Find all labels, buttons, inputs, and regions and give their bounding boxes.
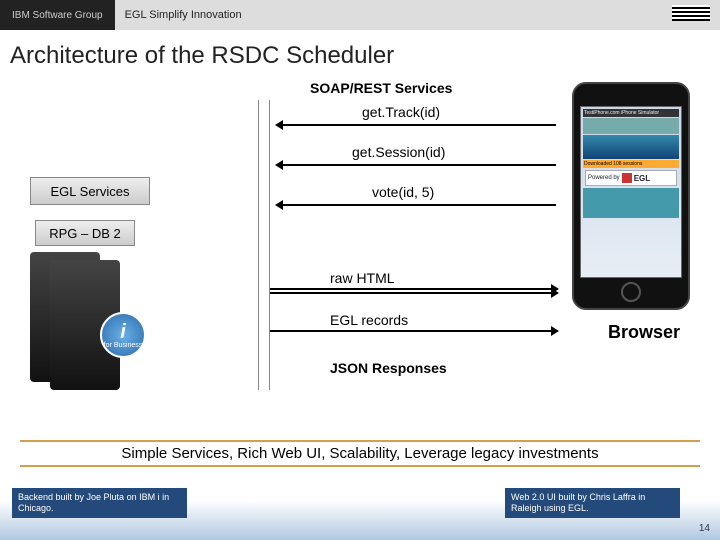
phone-icon: TestiPhone.com iPhone Simulator Download… (572, 82, 690, 310)
arrow-get-session (278, 164, 556, 166)
egl-logo-icon: Powered by EGL (585, 170, 677, 186)
call-vote: vote(id, 5) (372, 184, 434, 200)
architecture-diagram: SOAP/REST Services get.Track(id) get.Ses… (0, 72, 720, 442)
browser-label: Browser (608, 322, 680, 343)
vertical-connector (258, 100, 270, 390)
arrow-vote (278, 204, 556, 206)
call-egl-records: EGL records (330, 312, 408, 328)
page-number: 14 (699, 523, 710, 534)
arrow-raw-html-2 (270, 292, 556, 294)
call-get-session: get.Session(id) (352, 144, 445, 160)
divider (0, 30, 720, 38)
phone-screen: TestiPhone.com iPhone Simulator Download… (580, 106, 682, 278)
slide-header: IBM Software Group EGL Simplify Innovati… (0, 0, 720, 30)
rpg-db2-label: RPG – DB 2 (49, 226, 121, 241)
header-group: IBM Software Group (0, 0, 115, 30)
call-get-track: get.Track(id) (362, 104, 440, 120)
arrow-egl-records (270, 330, 556, 332)
i-for-business-icon: i for Business (100, 312, 146, 358)
phone-home-button-icon (621, 282, 641, 302)
arrow-raw-html (270, 288, 556, 290)
json-responses-label: JSON Responses (330, 360, 447, 376)
page-title: Architecture of the RSDC Scheduler (0, 38, 720, 72)
header-tagline: EGL Simplify Innovation (115, 0, 720, 30)
arrow-get-track (278, 124, 556, 126)
tagline-text: Simple Services, Rich Web UI, Scalabilit… (20, 440, 700, 467)
server-icon: i for Business (30, 252, 140, 392)
soap-rest-label: SOAP/REST Services (310, 80, 452, 96)
footnote-right: Web 2.0 UI built by Chris Laffra in Rale… (505, 488, 680, 518)
call-raw-html: raw HTML (330, 270, 395, 286)
egl-services-label: EGL Services (51, 184, 130, 199)
rpg-db2-box: RPG – DB 2 (35, 220, 135, 246)
ibm-logo-icon (672, 5, 710, 21)
egl-services-box: EGL Services (30, 177, 150, 205)
footnote-left: Backend built by Joe Pluta on IBM i in C… (12, 488, 187, 518)
